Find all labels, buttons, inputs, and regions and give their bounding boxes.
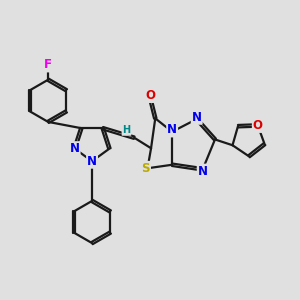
- Text: N: N: [198, 165, 208, 178]
- Text: H: H: [122, 125, 130, 135]
- Text: N: N: [192, 111, 202, 124]
- Text: N: N: [87, 155, 97, 168]
- Text: N: N: [70, 142, 80, 155]
- Text: N: N: [167, 124, 177, 136]
- Text: O: O: [253, 119, 263, 132]
- Text: S: S: [142, 162, 150, 175]
- Text: F: F: [44, 58, 52, 71]
- Text: O: O: [145, 89, 155, 102]
